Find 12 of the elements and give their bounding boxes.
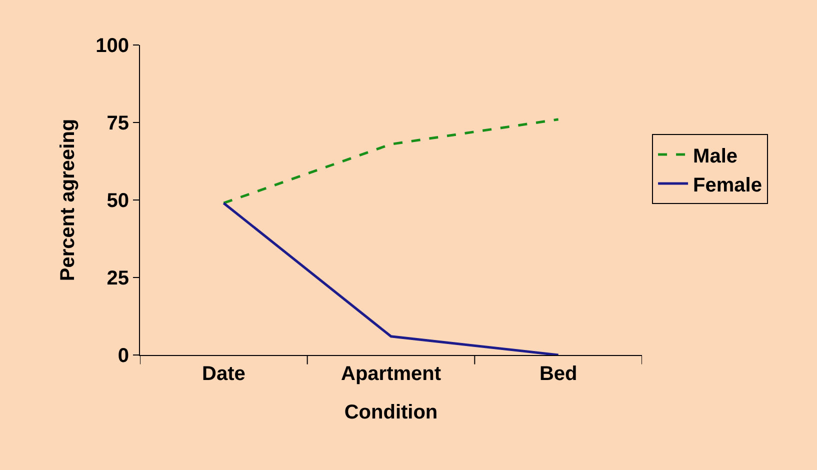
y-tick-label: 50 [106, 190, 129, 212]
x-tick-label: Bed [539, 363, 578, 385]
y-tick-label: 100 [96, 35, 129, 57]
legend-label: Male [693, 145, 738, 168]
x-tick-label: Apartment [340, 363, 442, 385]
y-tick-label: 0 [118, 345, 129, 367]
y-tick-label: 25 [106, 268, 129, 290]
legend-label: Female [693, 174, 762, 196]
y-axis-title: Percent agreeing [57, 118, 80, 282]
x-tick-label: Date [202, 363, 246, 385]
x-axis-title: Condition [344, 402, 438, 424]
y-tick-label: 75 [106, 112, 129, 134]
